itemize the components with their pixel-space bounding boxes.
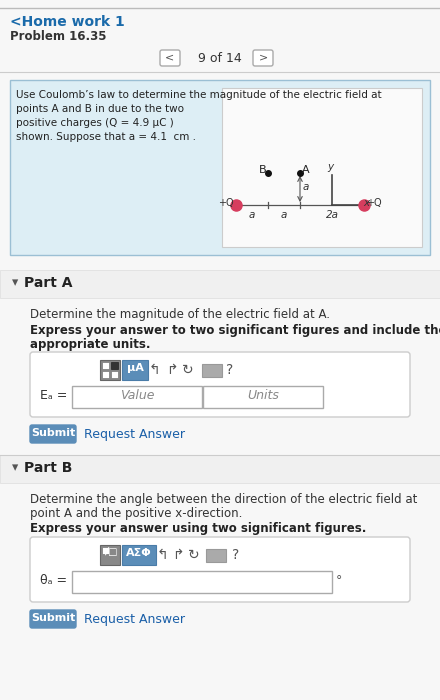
Text: <Home work 1: <Home work 1 [10,15,125,29]
Text: Determine the magnitude of the electric field at A.: Determine the magnitude of the electric … [30,308,330,321]
Text: ↻: ↻ [182,363,194,377]
FancyBboxPatch shape [30,610,76,628]
Bar [102,362,109,369]
Bar [111,362,118,369]
Text: y: y [327,162,333,172]
Bar [203,386,323,408]
FancyBboxPatch shape [30,425,76,443]
Text: Submit: Submit [31,428,75,438]
Text: positive charges (Q = 4.9 μC ): positive charges (Q = 4.9 μC ) [16,118,174,128]
Bar [0,270,440,298]
Bar [100,360,120,380]
Text: 9 of 14: 9 of 14 [198,52,242,65]
Bar [0,455,440,483]
Text: °: ° [336,574,342,587]
Text: Value: Value [120,389,154,402]
Bar [206,549,226,562]
Text: Determine the angle between the direction of the electric field at: Determine the angle between the directio… [30,493,418,506]
Text: μA: μA [127,363,143,373]
Text: points A and B in due to the two: points A and B in due to the two [16,104,184,114]
Text: Part A: Part A [24,276,73,290]
Text: ?: ? [232,548,240,562]
Bar [102,371,109,378]
Text: √□: √□ [102,547,118,557]
Bar [72,386,202,408]
Text: ▾: ▾ [12,276,18,289]
Text: Use Coulomb’s law to determine the magnitude of the electric field at: Use Coulomb’s law to determine the magni… [16,90,381,100]
Bar [111,371,118,378]
Bar [222,88,422,247]
Text: A: A [302,165,310,175]
Text: appropriate units.: appropriate units. [30,338,150,351]
Text: ▾: ▾ [12,461,18,474]
FancyBboxPatch shape [253,50,273,66]
Text: +Q: +Q [366,198,381,208]
Text: ↰: ↰ [148,363,160,377]
Text: 2a: 2a [326,210,338,220]
Text: ↻: ↻ [188,548,200,562]
Text: a: a [303,182,309,192]
Text: >: > [258,52,268,62]
Bar [72,571,332,593]
Text: Request Answer: Request Answer [84,428,185,441]
Bar [202,364,222,377]
Text: ?: ? [226,363,234,377]
FancyBboxPatch shape [30,352,410,417]
Text: Express your answer using two significant figures.: Express your answer using two significan… [30,522,367,535]
Bar [122,360,148,380]
FancyBboxPatch shape [160,50,180,66]
Text: a: a [281,210,287,220]
Text: a: a [249,210,255,220]
Text: Part B: Part B [24,461,72,475]
Text: <: < [165,52,175,62]
Bar [102,547,109,554]
Text: Eₐ =: Eₐ = [40,389,67,402]
Bar [10,80,430,255]
Text: B: B [258,165,266,175]
Text: ↱: ↱ [166,363,178,377]
Text: Units: Units [247,389,279,402]
Bar [122,545,156,565]
Text: θₐ =: θₐ = [40,574,67,587]
Text: Submit: Submit [31,613,75,623]
FancyBboxPatch shape [30,537,410,602]
Text: shown. Suppose that a = 4.1  cm .: shown. Suppose that a = 4.1 cm . [16,132,196,142]
Text: ↱: ↱ [172,548,184,562]
Text: Express your answer to two significant figures and include the: Express your answer to two significant f… [30,324,440,337]
Bar [100,545,120,565]
Text: point A and the positive x-direction.: point A and the positive x-direction. [30,507,242,520]
Text: AΣΦ: AΣΦ [126,548,152,558]
Text: x: x [363,198,369,208]
Text: +Q: +Q [218,198,234,208]
Text: Problem 16.35: Problem 16.35 [10,30,106,43]
Text: ↰: ↰ [156,548,168,562]
Text: Request Answer: Request Answer [84,613,185,626]
